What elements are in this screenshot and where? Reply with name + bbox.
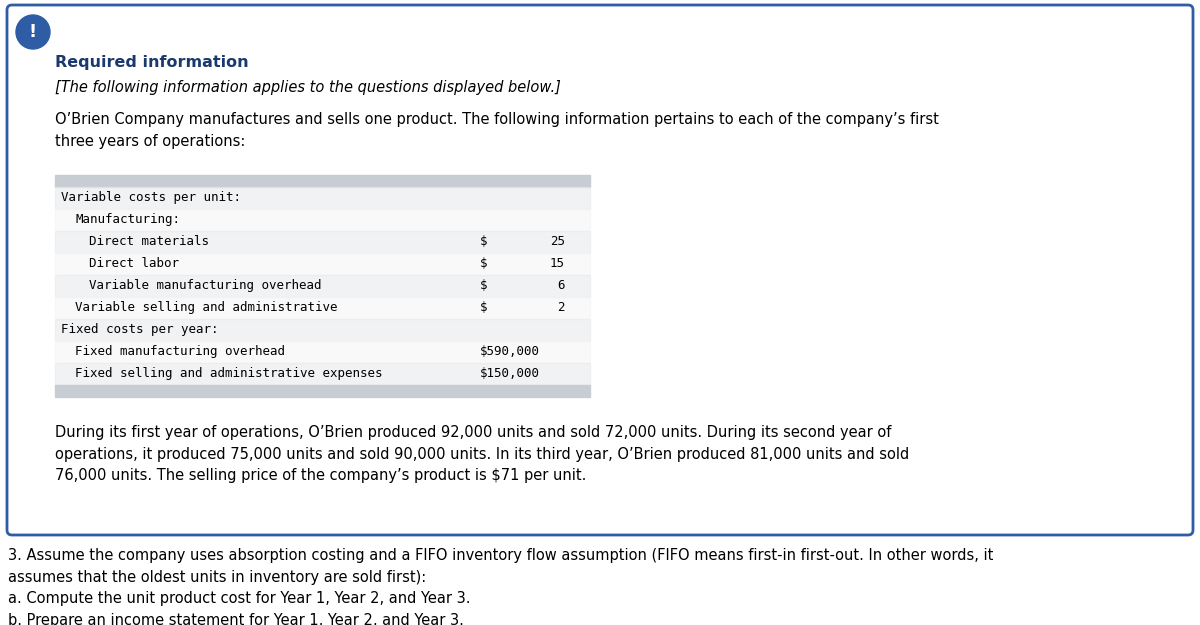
FancyBboxPatch shape (7, 5, 1193, 535)
Text: 25: 25 (550, 235, 565, 248)
Text: !: ! (29, 23, 37, 41)
Bar (55, 297, 590, 319)
Text: Variable selling and administrative: Variable selling and administrative (74, 301, 337, 314)
Text: $: $ (480, 279, 487, 292)
Text: Fixed manufacturing overhead: Fixed manufacturing overhead (74, 345, 286, 358)
Bar (55, 363, 590, 385)
Bar (55, 187, 590, 209)
Text: 6: 6 (558, 279, 565, 292)
Text: [The following information applies to the questions displayed below.]: [The following information applies to th… (55, 80, 560, 95)
Text: Fixed costs per year:: Fixed costs per year: (61, 323, 218, 336)
Text: 3. Assume the company uses absorption costing and a FIFO inventory flow assumpti: 3. Assume the company uses absorption co… (8, 548, 994, 625)
Bar (55, 175, 590, 187)
Circle shape (16, 15, 50, 49)
Text: Variable costs per unit:: Variable costs per unit: (61, 191, 241, 204)
Bar (55, 275, 590, 297)
Bar (55, 385, 590, 397)
Text: $: $ (480, 257, 487, 270)
Text: O’Brien Company manufactures and sells one product. The following information pe: O’Brien Company manufactures and sells o… (55, 112, 938, 149)
Text: Direct labor: Direct labor (89, 257, 179, 270)
Bar (55, 341, 590, 363)
Text: During its first year of operations, O’Brien produced 92,000 units and sold 72,0: During its first year of operations, O’B… (55, 425, 910, 483)
Text: $150,000: $150,000 (480, 367, 540, 380)
Bar (55, 253, 590, 275)
Bar (55, 209, 590, 231)
Text: Variable manufacturing overhead: Variable manufacturing overhead (89, 279, 322, 292)
Bar (55, 319, 590, 341)
Text: $590,000: $590,000 (480, 345, 540, 358)
Text: Fixed selling and administrative expenses: Fixed selling and administrative expense… (74, 367, 383, 380)
Bar (55, 231, 590, 253)
Text: $: $ (480, 301, 487, 314)
Text: Manufacturing:: Manufacturing: (74, 213, 180, 226)
Text: 2: 2 (558, 301, 565, 314)
Text: $: $ (480, 235, 487, 248)
Text: Required information: Required information (55, 55, 248, 70)
Text: Direct materials: Direct materials (89, 235, 209, 248)
Text: 15: 15 (550, 257, 565, 270)
